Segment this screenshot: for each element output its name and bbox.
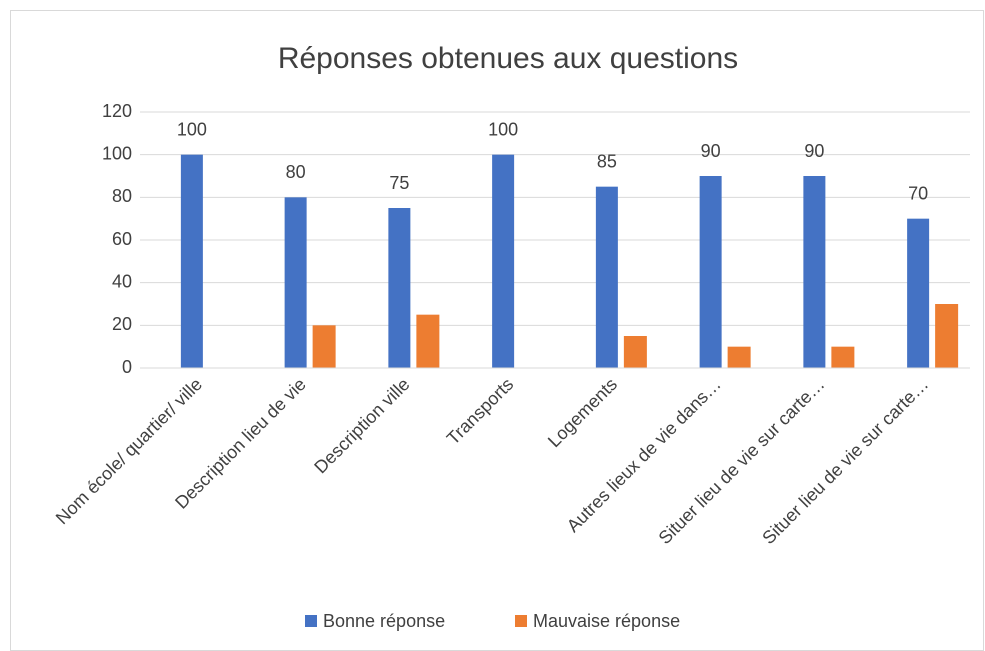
- bar: [284, 197, 307, 368]
- data-label: 85: [597, 151, 617, 171]
- y-tick-label: 100: [102, 143, 132, 163]
- y-tick-label: 20: [112, 314, 132, 334]
- bar: [935, 304, 959, 368]
- bar: [907, 218, 930, 368]
- data-label: 90: [804, 141, 824, 161]
- bar: [595, 186, 618, 368]
- bar: [831, 346, 855, 368]
- legend-swatch: [305, 615, 317, 627]
- data-label: 100: [177, 119, 207, 139]
- chart-title: Réponses obtenues aux questions: [278, 42, 738, 75]
- data-label: 75: [389, 173, 409, 193]
- legend-swatch: [515, 615, 527, 627]
- y-tick-label: 40: [112, 271, 132, 291]
- bar: [416, 314, 440, 368]
- legend-label: Mauvaise réponse: [533, 611, 680, 631]
- bar: [388, 208, 411, 368]
- bar: [699, 176, 722, 368]
- bar: [623, 336, 647, 368]
- bar: [803, 176, 826, 368]
- y-tick-label: 120: [102, 101, 132, 121]
- data-label: 90: [701, 141, 721, 161]
- y-tick-label: 80: [112, 186, 132, 206]
- bar: [180, 154, 203, 368]
- bar: [727, 346, 751, 368]
- y-tick-label: 0: [122, 357, 132, 377]
- data-label: 80: [286, 162, 306, 182]
- data-label: 70: [908, 183, 928, 203]
- bar: [312, 325, 336, 368]
- y-tick-label: 60: [112, 229, 132, 249]
- legend-label: Bonne réponse: [323, 611, 445, 631]
- data-label: 100: [488, 119, 518, 139]
- bar: [492, 154, 515, 368]
